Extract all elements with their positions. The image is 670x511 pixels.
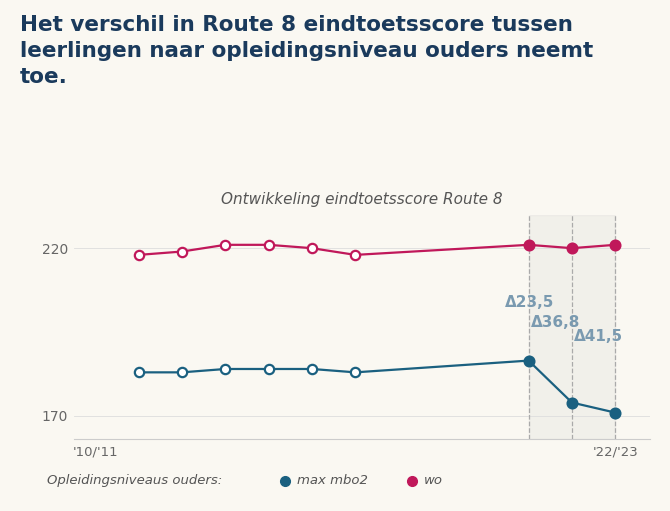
- Point: [610, 408, 620, 416]
- Bar: [529, 215, 615, 439]
- Point: [263, 365, 274, 373]
- Point: [263, 241, 274, 249]
- Point: [523, 241, 534, 249]
- Point: [177, 368, 188, 377]
- Point: [220, 365, 230, 373]
- Title: Ontwikkeling eindtoetsscore Route 8: Ontwikkeling eindtoetsscore Route 8: [221, 192, 502, 206]
- Text: max mbo2: max mbo2: [297, 474, 368, 487]
- Point: [307, 365, 318, 373]
- Text: Het verschil in Route 8 eindtoetsscore tussen
leerlingen naar opleidingsniveau o: Het verschil in Route 8 eindtoetsscore t…: [20, 15, 594, 86]
- Text: Δ41,5: Δ41,5: [574, 329, 623, 344]
- Point: [177, 247, 188, 256]
- Point: [307, 244, 318, 252]
- Text: Δ36,8: Δ36,8: [531, 315, 580, 330]
- Text: Δ23,5: Δ23,5: [505, 295, 554, 310]
- Point: [220, 241, 230, 249]
- Point: [350, 368, 360, 377]
- Point: [350, 251, 360, 259]
- Point: [610, 241, 620, 249]
- Point: [567, 399, 578, 407]
- Point: [567, 244, 578, 252]
- Text: wo: wo: [423, 474, 443, 487]
- Point: [523, 357, 534, 365]
- Point: [133, 251, 144, 259]
- Text: Opleidingsniveaus ouders:: Opleidingsniveaus ouders:: [47, 474, 222, 487]
- Point: [133, 368, 144, 377]
